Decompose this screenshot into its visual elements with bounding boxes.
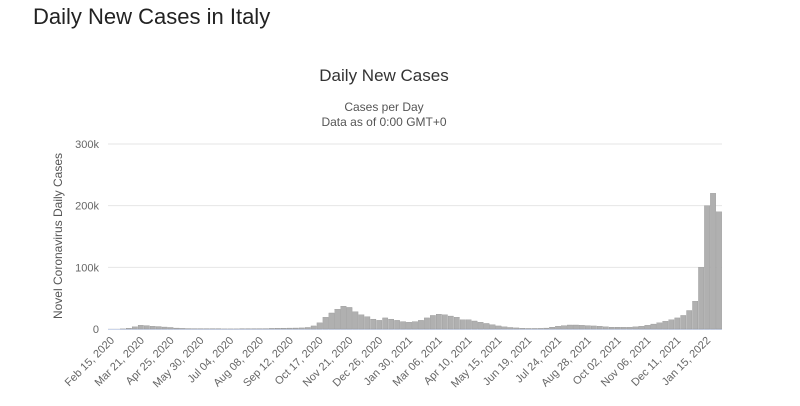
bar bbox=[561, 325, 567, 330]
bar bbox=[543, 327, 549, 330]
bar bbox=[567, 324, 573, 330]
bar bbox=[501, 326, 508, 330]
bar bbox=[704, 205, 710, 330]
bar bbox=[650, 323, 657, 330]
bar bbox=[465, 319, 472, 330]
bar bbox=[674, 317, 681, 330]
bar bbox=[459, 319, 466, 330]
y-axis-title: Novel Coronavirus Daily Cases bbox=[51, 153, 65, 319]
bar bbox=[149, 326, 156, 330]
bar bbox=[364, 316, 371, 330]
bar bbox=[453, 317, 460, 330]
bar bbox=[680, 315, 687, 330]
bar bbox=[519, 328, 526, 330]
bar bbox=[167, 327, 174, 330]
bar bbox=[161, 326, 168, 330]
bar bbox=[352, 311, 359, 330]
bar bbox=[644, 325, 651, 330]
y-tick-label: 100k bbox=[75, 262, 99, 274]
bar bbox=[537, 328, 544, 330]
bar bbox=[471, 320, 478, 330]
bar bbox=[173, 327, 180, 330]
chart-subtitle: Data as of 0:00 GMT+0 bbox=[321, 115, 446, 129]
bar bbox=[328, 312, 335, 330]
bar bbox=[447, 315, 454, 330]
y-tick-label: 0 bbox=[93, 324, 99, 336]
bar bbox=[388, 318, 394, 330]
bar bbox=[549, 326, 555, 330]
bar bbox=[370, 318, 377, 330]
bar bbox=[710, 193, 716, 330]
bar bbox=[668, 319, 675, 330]
y-tick-label: 200k bbox=[75, 201, 99, 213]
bar bbox=[591, 325, 597, 330]
bar bbox=[424, 317, 430, 330]
bar bbox=[507, 327, 514, 330]
bar bbox=[662, 321, 669, 330]
bar bbox=[573, 324, 579, 330]
bar bbox=[632, 326, 639, 330]
bar bbox=[525, 328, 532, 330]
bar bbox=[585, 325, 591, 330]
bar bbox=[275, 328, 281, 330]
bar bbox=[602, 326, 609, 330]
bar bbox=[483, 323, 490, 330]
bar bbox=[495, 325, 502, 330]
bar bbox=[477, 322, 484, 330]
bar bbox=[286, 327, 293, 330]
bar bbox=[298, 327, 305, 330]
bar bbox=[412, 321, 418, 330]
bar bbox=[382, 317, 389, 330]
bar bbox=[638, 326, 645, 330]
bar bbox=[698, 267, 704, 330]
bar bbox=[513, 327, 520, 330]
bar bbox=[292, 327, 299, 330]
bar bbox=[555, 326, 561, 330]
y-tick-label: 300k bbox=[75, 139, 99, 151]
bar bbox=[131, 326, 138, 330]
bar bbox=[400, 321, 406, 330]
bar bbox=[579, 325, 585, 330]
bar bbox=[620, 327, 627, 330]
bar bbox=[656, 322, 663, 330]
bar bbox=[310, 325, 317, 330]
bar bbox=[441, 314, 448, 330]
bar bbox=[614, 326, 621, 330]
bar bbox=[608, 326, 615, 330]
bar bbox=[155, 326, 162, 330]
bar bbox=[304, 327, 311, 330]
bar bbox=[394, 320, 400, 330]
bar bbox=[346, 307, 353, 330]
page-title: Daily New Cases in Italy bbox=[33, 4, 270, 29]
bar bbox=[489, 324, 496, 330]
chart-subtitle: Cases per Day bbox=[344, 100, 423, 114]
bar bbox=[436, 314, 442, 330]
bar bbox=[340, 306, 347, 330]
bar bbox=[686, 310, 693, 330]
bar bbox=[716, 211, 722, 330]
bar bbox=[126, 328, 132, 330]
bar bbox=[626, 327, 633, 330]
bar bbox=[179, 328, 186, 330]
bar bbox=[334, 309, 341, 330]
bar bbox=[531, 328, 538, 330]
chart-title: Daily New Cases bbox=[319, 66, 448, 85]
bar bbox=[596, 326, 603, 330]
bar bbox=[418, 320, 424, 330]
bar bbox=[430, 315, 436, 330]
bar bbox=[358, 314, 365, 330]
bar bbox=[281, 327, 287, 330]
bar bbox=[406, 322, 412, 330]
bar bbox=[269, 328, 275, 330]
bar bbox=[137, 325, 144, 330]
bar bbox=[322, 317, 329, 330]
bar bbox=[376, 320, 383, 330]
bar bbox=[692, 301, 699, 330]
bar bbox=[316, 322, 323, 330]
bar bbox=[143, 325, 150, 330]
